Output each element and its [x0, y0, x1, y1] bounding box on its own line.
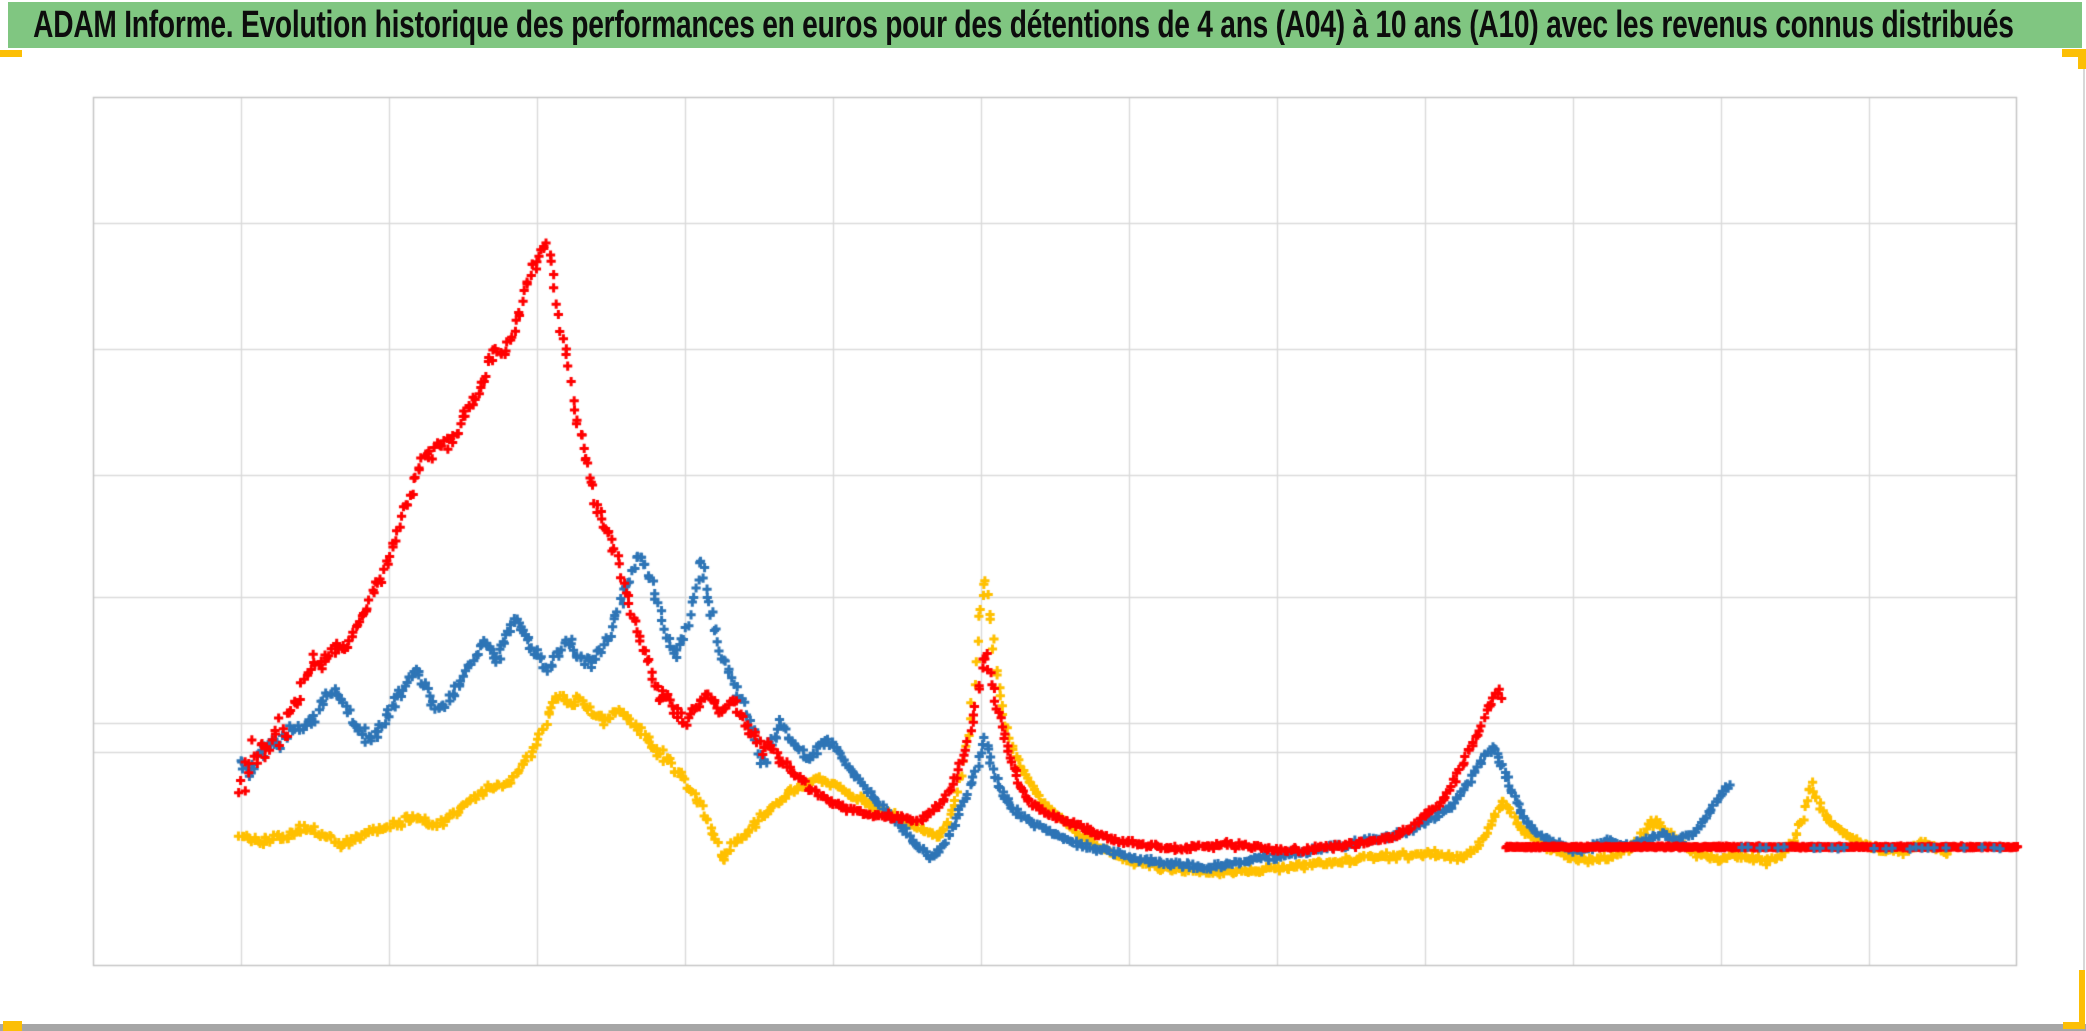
chart-object-right-edge [2083, 56, 2085, 970]
selection-handle-top-left[interactable] [0, 50, 22, 57]
selection-handle-bottom-left[interactable] [3, 1021, 22, 1031]
bottom-edge-strip [0, 1024, 2086, 1031]
selection-handle-top-right[interactable] [2062, 49, 2086, 57]
selection-handle-bottom-right[interactable] [2063, 1022, 2085, 1029]
selection-handle-top-right-edge[interactable] [2078, 49, 2086, 69]
selection-handle-bottom-right-edge[interactable] [2079, 970, 2085, 1027]
